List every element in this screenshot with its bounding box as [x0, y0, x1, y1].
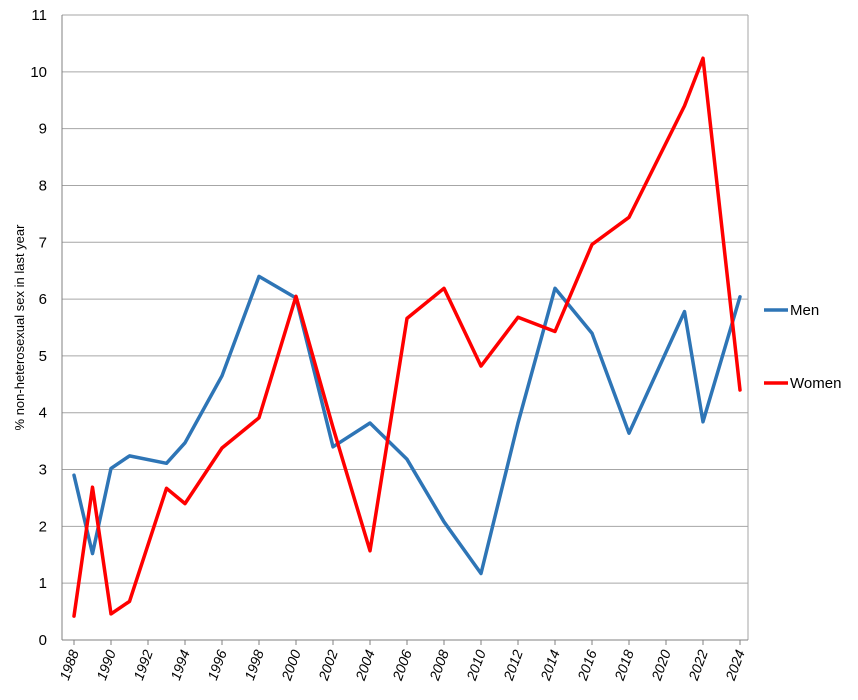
x-tick-label: 2002: [315, 647, 341, 683]
y-axis-title: % non-heterosexual sex in last year: [12, 224, 27, 431]
series-lines: [72, 56, 742, 618]
x-tick-label: 1988: [56, 647, 82, 682]
x-tick-label: 1992: [130, 647, 156, 682]
series-line-women: [72, 56, 742, 618]
legend: Men Women: [764, 302, 841, 392]
x-tick-label: 2008: [426, 647, 452, 683]
x-tick-label: 2012: [500, 647, 526, 683]
y-tick-label: 11: [31, 7, 47, 24]
x-tick-label: 2022: [685, 647, 711, 683]
y-tick-label: 10: [30, 64, 47, 81]
x-tick-label: 1990: [93, 647, 119, 682]
x-tick-label: 2024: [722, 647, 748, 683]
legend-label-men: Men: [790, 302, 819, 319]
y-tick-label: 2: [39, 518, 47, 535]
x-tick-label: 1996: [204, 647, 230, 682]
y-axis-tick-labels: 0 1 2 3 4 5 6 7 8 9 10 11: [30, 7, 47, 649]
y-tick-label: 1: [39, 575, 47, 592]
y-tick-label: 6: [39, 291, 47, 308]
x-tick-label: 1998: [241, 647, 267, 682]
y-tick-label: 8: [39, 177, 47, 194]
y-tick-label: 3: [39, 462, 47, 479]
y-tick-label: 9: [39, 121, 47, 138]
gridlines: [62, 14, 749, 640]
x-tick-label: 2004: [352, 647, 378, 683]
x-tick-label: 2000: [278, 647, 304, 683]
x-tick-label: 1994: [167, 647, 193, 682]
x-tick-label: 2014: [537, 647, 563, 683]
y-tick-label: 5: [39, 348, 47, 365]
y-tick-label: 7: [39, 234, 47, 251]
x-tick-label: 2016: [574, 647, 600, 683]
x-axis-tick-labels: 1988 1990 1992 1994 1996 1998 2000 2002 2004 2006…: [56, 640, 748, 683]
legend-label-women: Women: [790, 375, 841, 392]
x-tick-label: 2006: [389, 647, 415, 683]
y-tick-label: 4: [39, 405, 47, 422]
x-tick-label: 2018: [611, 647, 637, 683]
series-line-men: [72, 274, 742, 576]
x-tick-label: 2010: [463, 647, 489, 683]
x-tick-label: 2020: [648, 647, 674, 683]
y-tick-label: 0: [39, 632, 47, 649]
